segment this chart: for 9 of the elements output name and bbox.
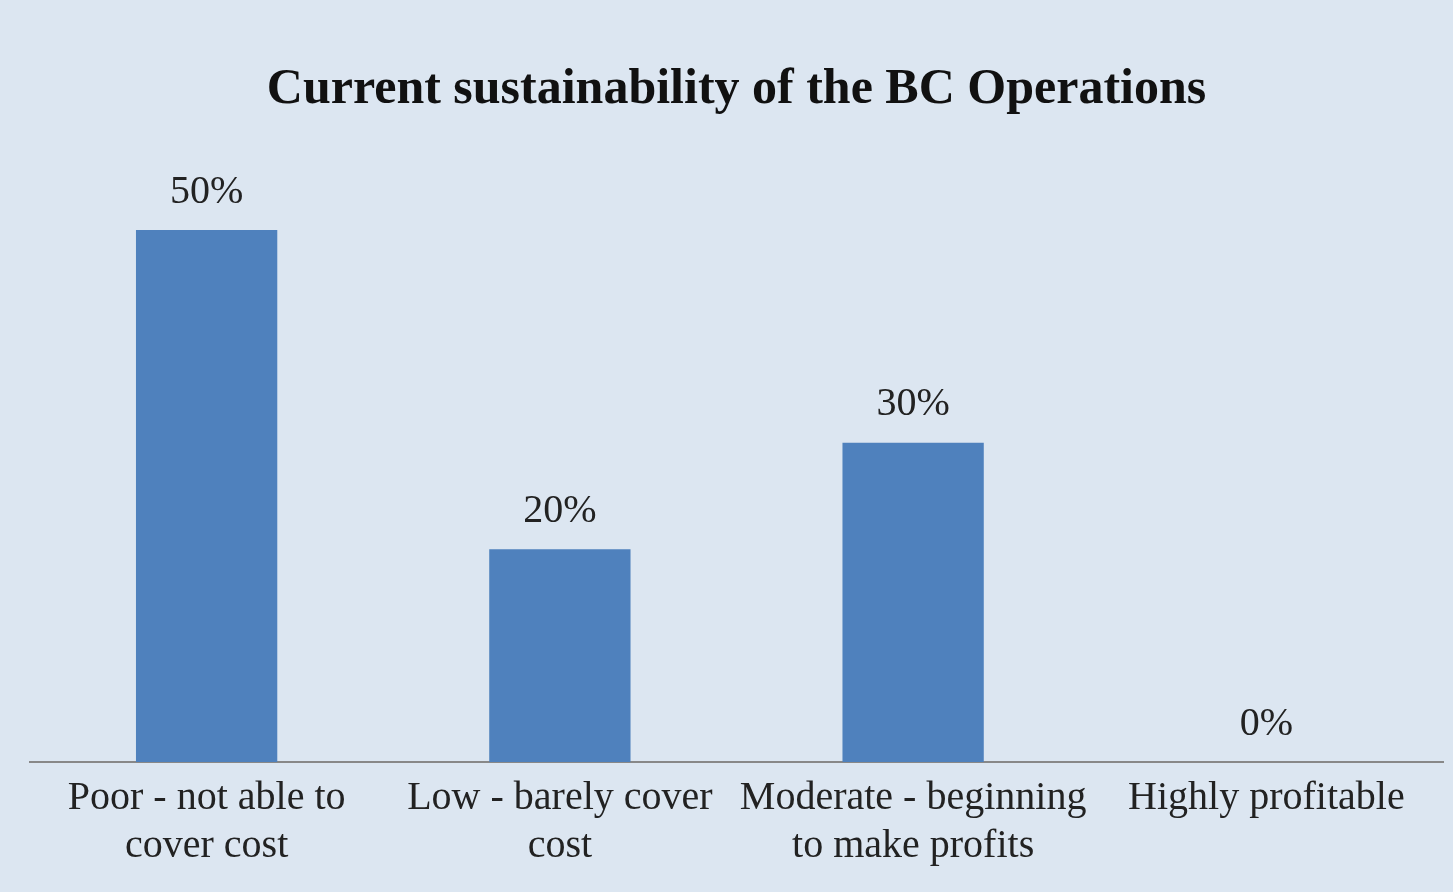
x-tick-label: Moderate - beginning to make profits (739, 772, 1087, 866)
data-label: 0% (1239, 698, 1294, 744)
data-label: 50% (169, 166, 244, 212)
x-tick-label: Low - barely cover cost (407, 772, 713, 866)
data-label: 20% (523, 485, 597, 531)
data-label: 30% (876, 379, 950, 425)
x-tick-label: Poor - not able to cover cost (67, 772, 346, 866)
x-tick-label: Highly profitable (1128, 772, 1405, 818)
chart-title: Current sustainability of the BC Operations (266, 57, 1207, 114)
